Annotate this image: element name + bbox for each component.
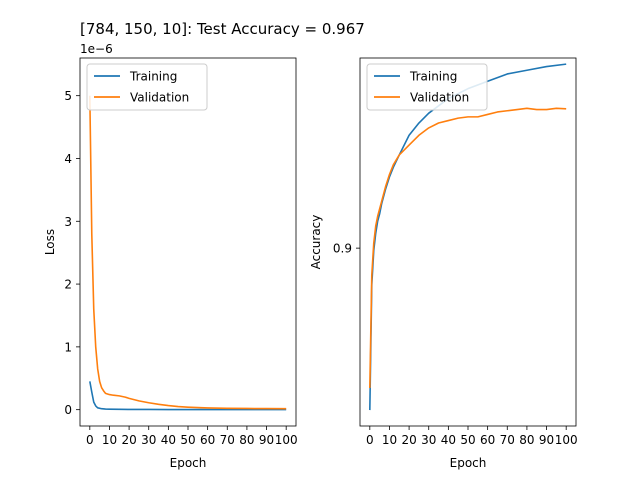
x-tick-label: 50: [180, 433, 195, 447]
x-tick-label: 50: [460, 433, 475, 447]
legend-label-validation: Validation: [130, 91, 189, 105]
series-line-validation: [89, 95, 287, 410]
x-tick-label: 30: [141, 433, 156, 447]
x-tick-label: 20: [401, 433, 416, 447]
y-tick-label: 5: [64, 89, 72, 103]
y-offset-label: 1e−6: [80, 42, 113, 56]
plot-frame: [359, 57, 577, 427]
x-tick-label: 60: [200, 433, 215, 447]
series-line-training: [89, 381, 287, 411]
x-tick-label: 30: [421, 433, 436, 447]
figure-title: [784, 150, 10]: Test Accuracy = 0.967: [80, 20, 365, 38]
legend: Training Validation: [86, 63, 208, 111]
y-tick-label: 3: [64, 215, 72, 229]
y-tick-label: 0.9: [333, 242, 352, 256]
y-tick-label: 4: [64, 152, 72, 166]
x-axis-label: Epoch: [450, 456, 487, 470]
y-axis-label: Loss: [43, 229, 57, 255]
x-tick-label: 40: [441, 433, 456, 447]
x-tick-label: 80: [239, 433, 254, 447]
plot-frame: [79, 57, 297, 427]
x-tick-label: 60: [480, 433, 495, 447]
y-axis-label: Accuracy: [309, 215, 323, 270]
x-tick-label: 90: [259, 433, 274, 447]
x-tick-label: 70: [500, 433, 515, 447]
accuracy-chart: 0 10 20 30 40 50 60 70 80 90 100 0.9 Epoch Accuracy Tr…: [309, 57, 578, 470]
y-tick-label: 0: [64, 403, 72, 417]
legend-label-validation: Validation: [410, 91, 469, 105]
x-axis-label: Epoch: [170, 456, 207, 470]
x-tick-label: 0: [86, 433, 94, 447]
x-tick-label: 10: [382, 433, 397, 447]
legend-label-training: Training: [409, 70, 457, 84]
x-tick-label: 100: [555, 433, 578, 447]
x-tick-label: 100: [275, 433, 298, 447]
x-tick-label: 90: [539, 433, 554, 447]
loss-chart: 0 10 20 30 40 50 60 70 80 90 100 0 1 2 3 4 5 1e−6 Epoch Los…: [43, 42, 298, 470]
y-tick-label: 1: [64, 340, 72, 354]
x-tick-label: 20: [121, 433, 136, 447]
series-line-training: [369, 63, 567, 411]
y-tick-label: 2: [64, 278, 72, 292]
x-tick-label: 80: [519, 433, 534, 447]
legend: Training Validation: [366, 63, 488, 111]
legend-label-training: Training: [129, 70, 177, 84]
x-tick-label: 10: [102, 433, 117, 447]
x-tick-label: 0: [366, 433, 374, 447]
x-tick-label: 40: [161, 433, 176, 447]
x-tick-label: 70: [220, 433, 235, 447]
series-line-validation: [369, 107, 567, 388]
